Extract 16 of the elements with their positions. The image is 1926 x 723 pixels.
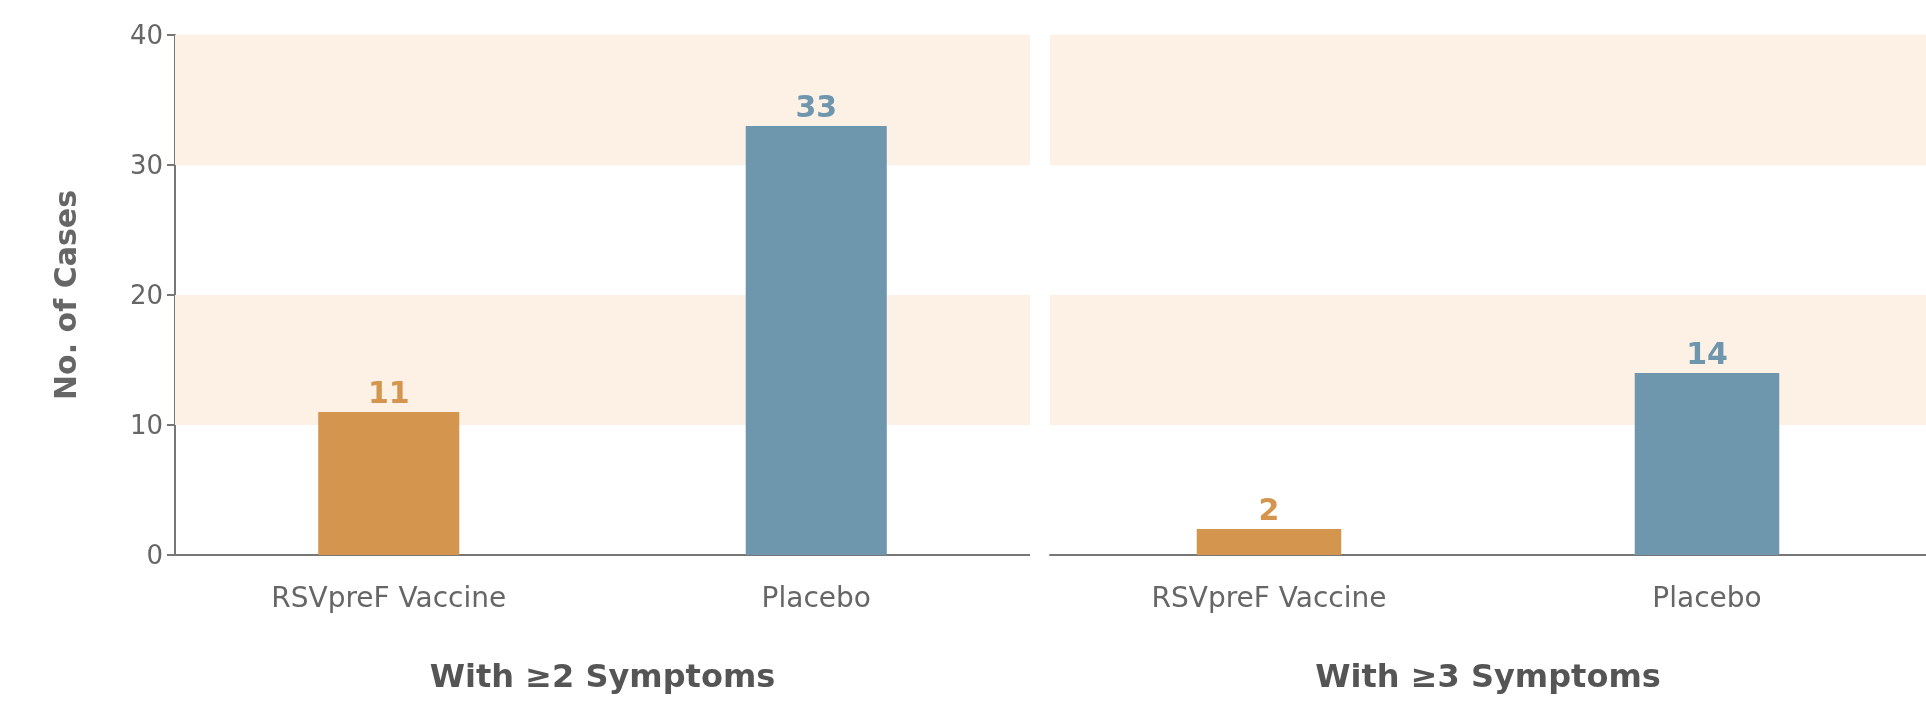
data-label: 2 (1258, 491, 1280, 527)
y-tick-label: 30 (129, 150, 163, 180)
x-tick-label: RSVpreF Vaccine (1151, 580, 1387, 614)
x-axis-title: With ≥3 Symptoms (1315, 657, 1661, 695)
x-tick-label: Placebo (761, 580, 871, 614)
data-label: 14 (1686, 335, 1728, 371)
x-axis-title: With ≥2 Symptoms (429, 657, 776, 695)
data-label: 33 (795, 88, 838, 124)
y-tick-label: 40 (129, 20, 163, 50)
y-tick-label: 10 (129, 410, 163, 440)
y-axis-title: No. of Cases (47, 190, 83, 400)
y-tick-label: 0 (146, 540, 163, 570)
x-tick-label: RSVpreF Vaccine (271, 580, 507, 614)
x-tick-label: Placebo (1652, 580, 1762, 614)
data-label: 11 (367, 374, 410, 410)
y-tick-label: 20 (129, 280, 163, 310)
